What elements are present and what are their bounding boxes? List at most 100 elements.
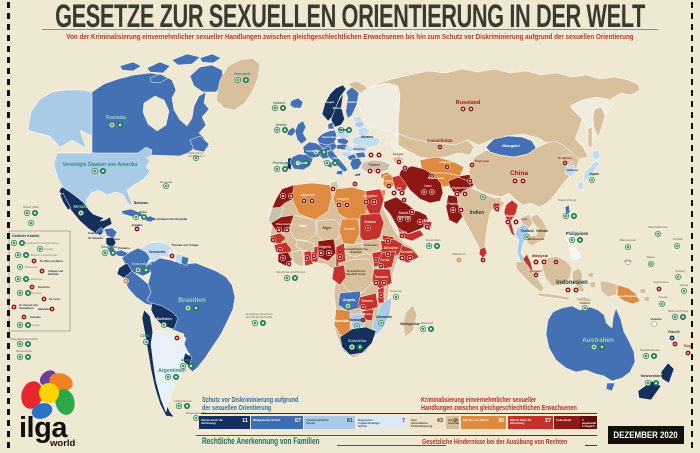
svg-text:Pitcairninseln: Pitcairninseln <box>16 350 32 353</box>
svg-text:Frankreich: Frankreich <box>306 149 320 153</box>
svg-text:Kuba: Kuba <box>139 210 147 214</box>
svg-text:Südsudan: Südsudan <box>364 243 378 247</box>
svg-text:Namibia: Namibia <box>335 319 350 323</box>
svg-text:Spanien: Spanien <box>296 161 307 165</box>
svg-text:Nicaragua: Nicaragua <box>106 237 120 241</box>
svg-text:Singapur: Singapur <box>530 269 543 273</box>
svg-text:Peru: Peru <box>131 296 140 301</box>
svg-text:St. Vincent und: St. Vincent und <box>19 303 38 307</box>
svg-text:Malaysia: Malaysia <box>532 254 549 258</box>
svg-text:Seychellen: Seychellen <box>426 238 441 242</box>
svg-text:Trinidad und Tobago: Trinidad und Tobago <box>171 243 199 247</box>
svg-text:Russland: Russland <box>456 100 481 106</box>
svg-text:Botswana: Botswana <box>349 318 364 322</box>
svg-text:Angola: Angola <box>343 298 356 302</box>
svg-text:Dominikanische Republik: Dominikanische Republik <box>153 217 187 221</box>
svg-text:Rumänien: Rumänien <box>353 148 365 151</box>
svg-text:Neukaledonien: Neukaledonien <box>640 348 660 352</box>
svg-text:Nordkorea: Nordkorea <box>558 156 572 160</box>
svg-text:Australien: Australien <box>582 337 614 344</box>
svg-text:Südgeorgien (UK): Südgeorgien (UK) <box>186 412 207 415</box>
svg-text:Norwegen: Norwegen <box>322 100 335 104</box>
svg-text:Saint-Pierre: Saint-Pierre <box>189 151 204 155</box>
svg-text:und Tristan da Cunha: und Tristan da Cunha <box>246 315 273 319</box>
svg-text:Fidschi: Fidschi <box>668 330 679 334</box>
svg-text:Japan: Japan <box>589 172 599 176</box>
svg-text:Indien: Indien <box>470 210 485 216</box>
svg-text:Montserrat: Montserrat <box>25 265 38 269</box>
svg-text:Neuseeland: Neuseeland <box>641 373 664 378</box>
svg-text:Republik Kongo: Republik Kongo <box>346 272 366 276</box>
svg-text:Panama: Panama <box>118 246 130 250</box>
svg-text:Samoa: Samoa <box>680 283 689 287</box>
svg-text:Mosambik: Mosambik <box>376 315 392 319</box>
svg-text:São Tomé und Príncipe: São Tomé und Príncipe <box>277 270 306 274</box>
svg-text:Saudi-: Saudi- <box>399 211 411 215</box>
svg-text:Venezuela: Venezuela <box>149 250 166 254</box>
svg-text:Belize: Belize <box>97 225 106 229</box>
svg-text:Tokelau: Tokelau <box>675 269 685 273</box>
svg-text:Papua-Neuguinea: Papua-Neuguinea <box>614 294 640 298</box>
svg-text:Arabien: Arabien <box>397 215 410 219</box>
svg-text:Türkei: Türkei <box>368 163 379 167</box>
svg-text:Südafrika: Südafrika <box>348 338 367 343</box>
svg-text:Bolivien: Bolivien <box>156 316 172 321</box>
svg-text:Portugal: Portugal <box>273 160 289 165</box>
svg-text:Algerien: Algerien <box>300 193 316 197</box>
svg-text:Martinique: Martinique <box>30 291 43 295</box>
svg-text:Marshallinseln: Marshallinseln <box>648 225 668 229</box>
svg-text:Grönland: Grönland <box>234 72 250 76</box>
svg-text:Jamaika: Jamaika <box>131 223 142 227</box>
svg-text:Östliche Karibik: Östliche Karibik <box>12 233 39 238</box>
svg-text:Brasilien: Brasilien <box>178 297 205 304</box>
svg-text:Vanuatu: Vanuatu <box>651 317 662 321</box>
svg-text:Guadeloupe: Guadeloupe <box>28 277 43 281</box>
svg-text:Mongolei: Mongolei <box>502 143 520 148</box>
svg-text:Mauretanien: Mauretanien <box>276 222 294 226</box>
svg-text:Wallis und Futuna: Wallis und Futuna <box>668 310 689 313</box>
svg-text:Chile: Chile <box>140 333 151 338</box>
svg-text:Niederländische Karibik: Niederländische Karibik <box>10 338 38 341</box>
svg-text:Grenada: Grenada <box>30 315 41 319</box>
svg-text:Nauru: Nauru <box>647 255 655 259</box>
svg-text:Osttimor: Osttimor <box>580 301 591 305</box>
svg-text:Dominica: Dominica <box>38 285 50 289</box>
svg-text:Kenia: Kenia <box>381 258 390 262</box>
svg-text:Barbados: Barbados <box>38 307 51 311</box>
svg-text:Finnland: Finnland <box>347 100 358 104</box>
svg-text:Curaçao: Curaçao <box>30 323 40 327</box>
svg-text:Costa Rica: Costa Rica <box>101 245 118 249</box>
svg-text:Zentralafrikanische: Zentralafrikanische <box>344 247 368 251</box>
svg-text:Madagaskar: Madagaskar <box>400 322 420 326</box>
svg-text:ilga: ilga <box>19 412 68 444</box>
svg-text:Deutschland: Deutschland <box>322 135 338 139</box>
svg-text:Italien: Italien <box>333 157 340 160</box>
svg-text:Tonga: Tonga <box>683 344 693 348</box>
svg-text:Indonesien: Indonesien <box>556 280 588 286</box>
svg-text:Guatemala: Guatemala <box>88 231 103 235</box>
svg-text:Sudan: Sudan <box>364 220 376 224</box>
svg-text:Iran: Iran <box>424 183 432 188</box>
svg-text:Syrien: Syrien <box>385 179 393 183</box>
svg-text:Uruguay: Uruguay <box>181 358 196 362</box>
svg-text:St. Lucia: St. Lucia <box>49 297 60 301</box>
svg-text:Mauritius: Mauritius <box>421 321 434 325</box>
svg-text:Sambia: Sambia <box>361 299 373 303</box>
svg-text:Ukraine: Ukraine <box>361 135 374 139</box>
svg-text:Komoren: Komoren <box>390 289 403 293</box>
svg-text:Tuvalu: Tuvalu <box>659 295 668 299</box>
svg-text:Bermuda: Bermuda <box>160 180 173 184</box>
svg-text:Kasachstan: Kasachstan <box>427 138 453 143</box>
svg-text:Jemen: Jemen <box>399 230 408 234</box>
svg-text:Britische Jungferninseln: Britische Jungferninseln <box>30 253 58 257</box>
svg-text:Republik: Republik <box>351 250 363 254</box>
svg-text:world: world <box>49 438 76 448</box>
svg-text:Georgien: Georgien <box>393 153 404 156</box>
svg-text:Demokratische: Demokratische <box>347 269 366 273</box>
svg-text:Hawaii (USA): Hawaii (USA) <box>23 205 39 209</box>
svg-text:Schweden: Schweden <box>333 106 346 110</box>
svg-text:Somalia: Somalia <box>401 250 413 254</box>
svg-text:Antigua und: Antigua und <box>48 269 64 273</box>
svg-text:Vereinigte Staaten von Amerika: Vereinigte Staaten von Amerika <box>63 162 138 168</box>
svg-text:und Miquelon: und Miquelon <box>188 154 205 158</box>
